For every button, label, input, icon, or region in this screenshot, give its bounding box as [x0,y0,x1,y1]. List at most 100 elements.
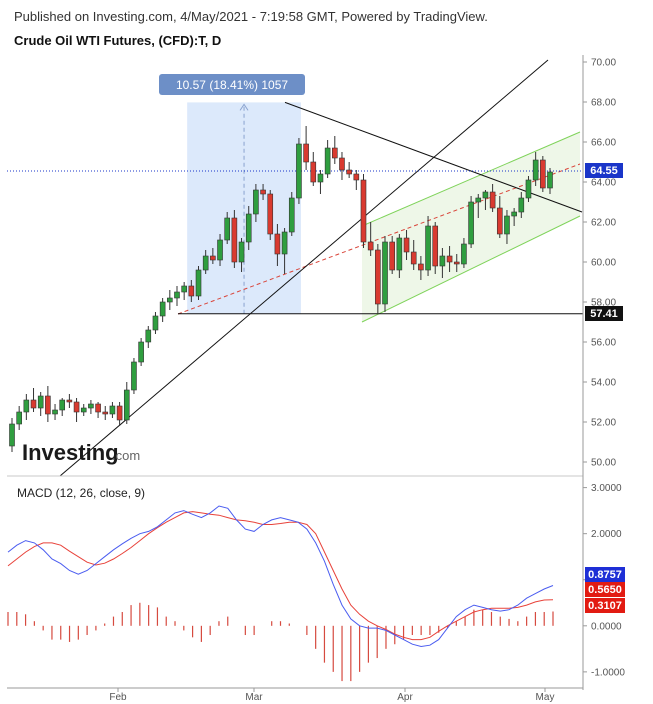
price-tick-label: 66.00 [591,138,616,149]
macd-title: MACD (12, 26, close, 9) [17,486,145,500]
candle [303,126,309,170]
candle [30,388,37,412]
candle-body [403,237,410,253]
candle-body [23,399,30,413]
candle-body [496,207,503,235]
candle-body [489,191,496,209]
candle [210,248,216,264]
candle [224,212,230,244]
candle-body [453,261,460,265]
candle [461,238,467,268]
candle [317,170,324,194]
candle [238,238,245,272]
candle [195,266,202,300]
price-y-axis[interactable]: 50.00 52.00 54.00 56.00 58.00 60.00 62.00 64.00… [583,58,616,469]
candle-body [432,225,439,267]
macd-value-tag: 0.8757 [585,567,625,582]
candle-body [217,239,223,261]
published-note: Published on Investing.com, 4/May/2021 -… [14,9,488,24]
candle-body [331,147,338,159]
candle [59,398,66,416]
candle-body [202,255,209,271]
candle-body [540,159,546,189]
candle-body [238,241,245,263]
macd-tick-label: 3.0000 [591,483,622,494]
current-price-tag-bg [585,163,623,178]
candle-body [482,191,489,199]
candle [382,236,388,312]
candle-body [375,249,381,305]
current-price-tag-text: 64.55 [590,165,618,177]
candle-body [231,217,238,263]
candle-body [188,285,195,297]
candle-body [504,215,510,235]
candle [396,234,403,278]
investing-watermark: Investing .com [22,440,140,465]
candle-body [109,405,116,415]
x-axis[interactable]: Feb Mar Apr May [109,688,554,703]
candle-body [9,423,15,447]
candle-body [45,395,51,415]
candle [288,192,295,236]
candle [123,382,130,424]
support-tag: 57.41 [585,306,623,321]
candle [403,230,410,260]
candle-body [468,201,474,245]
candle [375,244,381,314]
candle [532,152,539,186]
candle-body [52,409,58,415]
candle-body [59,399,66,411]
candle-body [181,285,187,293]
candle [37,392,44,416]
candle-body [475,197,482,203]
candle [9,418,15,452]
candle-body [518,197,525,213]
uptrend-line [59,59,549,477]
candle [159,298,166,322]
price-tick-label: 58.00 [591,298,616,309]
candle [202,250,209,274]
current-price-tag: 64.55 [585,163,623,178]
candle-body [288,197,295,233]
price-panel[interactable]: 10.57 (18.41%) 1057 Investing .com [7,55,583,477]
candle [324,140,331,178]
candle-body [310,161,317,183]
candle [310,152,317,186]
candle [432,222,439,274]
candle [52,404,58,420]
macd-tick-label: 2.0000 [591,529,622,540]
candle-body [159,301,166,317]
candle [518,192,525,218]
candle [475,194,482,218]
signal-value-tag: 0.5650 [585,582,625,597]
candle-body [396,237,403,271]
candle [102,406,109,420]
candle-body [425,225,431,271]
candle-body [353,173,360,181]
price-tick-label: 60.00 [591,258,616,269]
x-tick-label: May [536,692,555,703]
candle-body [418,263,424,271]
price-tick-label: 68.00 [591,98,616,109]
candle [260,184,266,200]
macd-value-tag-bg [585,567,625,582]
candle [389,236,395,274]
candle-body [80,407,87,413]
candle-body [37,395,44,409]
histogram-value-tag-bg [585,598,625,613]
candle [23,394,30,420]
candle [353,170,360,190]
candle [152,312,159,334]
measure-label: 10.57 (18.41%) 1057 [159,74,305,95]
macd-line [7,505,554,648]
histogram-value-tag-text: 0.3107 [588,600,622,612]
candle [468,196,474,248]
candles [9,126,553,452]
candle [131,358,137,394]
candle-body [73,401,80,413]
candle [504,210,510,244]
macd-histogram [7,602,554,682]
candle [511,208,517,226]
macd-panel[interactable]: MACD (12, 26, close, 9) [7,486,554,682]
